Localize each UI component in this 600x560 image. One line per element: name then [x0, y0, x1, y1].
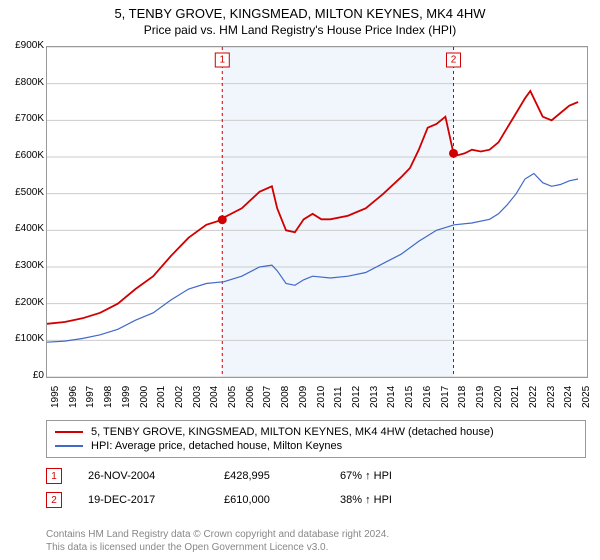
transaction-price: £428,995 — [224, 470, 314, 482]
price-chart: 12 — [46, 46, 588, 378]
legend-item: 5, TENBY GROVE, KINGSMEAD, MILTON KEYNES… — [55, 425, 577, 439]
page-subtitle: Price paid vs. HM Land Registry's House … — [0, 21, 600, 41]
svg-text:1: 1 — [219, 55, 225, 66]
legend-swatch — [55, 431, 83, 433]
transaction-date: 19-DEC-2017 — [88, 494, 198, 506]
transaction-hpi: 67% ↑ HPI — [340, 470, 430, 482]
footer-line: This data is licensed under the Open Gov… — [46, 541, 389, 554]
transaction-date: 26-NOV-2004 — [88, 470, 198, 482]
legend-label: 5, TENBY GROVE, KINGSMEAD, MILTON KEYNES… — [91, 426, 494, 438]
transaction-price: £610,000 — [224, 494, 314, 506]
svg-text:2: 2 — [451, 55, 457, 66]
chart-svg: 12 — [47, 47, 587, 377]
page-title: 5, TENBY GROVE, KINGSMEAD, MILTON KEYNES… — [0, 0, 600, 21]
footer-line: Contains HM Land Registry data © Crown c… — [46, 528, 389, 541]
legend-item: HPI: Average price, detached house, Milt… — [55, 439, 577, 453]
legend-label: HPI: Average price, detached house, Milt… — [91, 440, 342, 452]
transaction-hpi: 38% ↑ HPI — [340, 494, 430, 506]
legend-swatch — [55, 445, 83, 447]
transaction-row: 2 19-DEC-2017 £610,000 38% ↑ HPI — [46, 488, 430, 512]
transactions-table: 1 26-NOV-2004 £428,995 67% ↑ HPI 2 19-DE… — [46, 464, 430, 512]
footer-attribution: Contains HM Land Registry data © Crown c… — [46, 528, 389, 554]
chart-legend: 5, TENBY GROVE, KINGSMEAD, MILTON KEYNES… — [46, 420, 586, 458]
transaction-flag: 2 — [46, 492, 62, 508]
transaction-flag: 1 — [46, 468, 62, 484]
transaction-row: 1 26-NOV-2004 £428,995 67% ↑ HPI — [46, 464, 430, 488]
